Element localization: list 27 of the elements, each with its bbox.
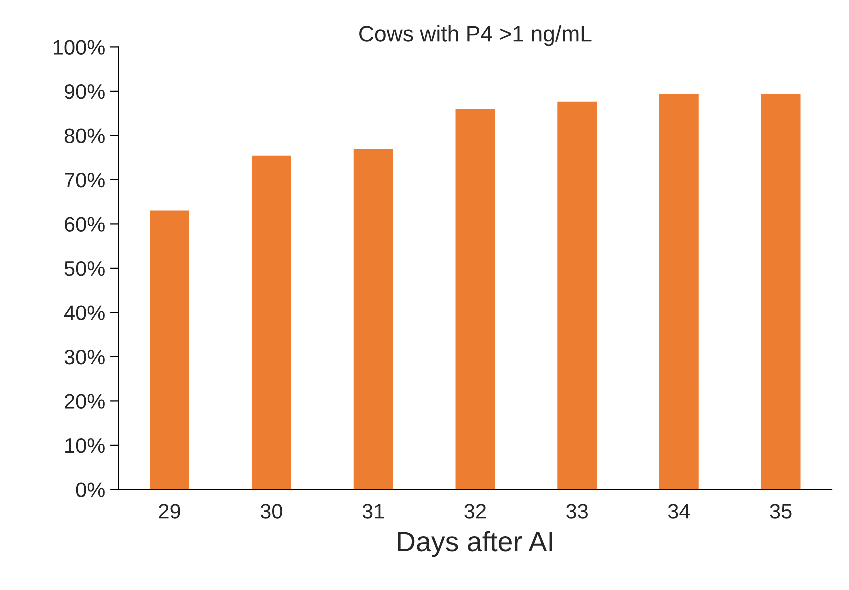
y-tick-label: 40% <box>64 306 105 320</box>
bar <box>148 209 191 490</box>
y-tick-label: 50% <box>64 261 105 276</box>
y-tick-label: 30% <box>64 350 105 365</box>
y-tick-label: 0% <box>76 482 105 498</box>
bar <box>556 100 598 490</box>
bar <box>658 92 700 490</box>
y-tick-label: 100% <box>54 40 105 55</box>
y-tick-label: 90% <box>64 84 105 100</box>
chart-title: Cows with P4 >1 ng/mL <box>360 26 592 46</box>
y-tick-label: 20% <box>65 394 105 409</box>
bar <box>454 108 497 490</box>
bar <box>760 92 802 490</box>
x-tick-label: 31 <box>362 504 384 519</box>
y-tick-label: 80% <box>64 128 105 144</box>
x-tick-label: 32 <box>464 504 486 519</box>
x-tick-label: 33 <box>566 504 588 519</box>
bar <box>352 148 395 490</box>
bar <box>250 154 293 490</box>
x-tick-label: 29 <box>159 504 180 519</box>
x-tick-label: 34 <box>668 504 690 519</box>
x-tick-label: 30 <box>260 504 282 519</box>
x-tick-label: 35 <box>770 504 792 519</box>
y-tick-label: 70% <box>65 172 105 188</box>
x-axis-title: Days after AI <box>398 531 552 558</box>
y-tick-label: 10% <box>66 438 105 454</box>
y-tick-label: 60% <box>65 217 105 232</box>
